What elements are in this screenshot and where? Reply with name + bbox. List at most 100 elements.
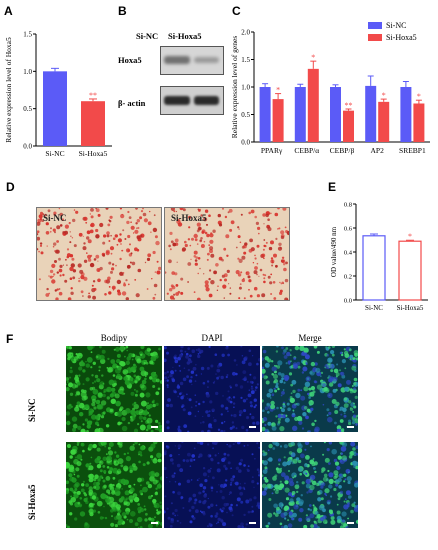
lipid-droplet (215, 263, 219, 267)
nucleus-spot (199, 483, 203, 487)
lipid-spot (75, 404, 79, 408)
lipid-spot (85, 497, 89, 500)
nucleus-spot (187, 368, 191, 372)
hoxa5-blot-strip (160, 46, 224, 75)
nucleus-spot (200, 422, 202, 424)
bar (343, 110, 354, 142)
lipid-spot (314, 509, 317, 512)
nucleus-spot (251, 415, 255, 420)
lipid-spot (279, 445, 283, 448)
fluor-row-header: Si-NC (27, 398, 37, 422)
lipid-droplet (204, 283, 209, 288)
lipid-droplet (175, 284, 179, 287)
nucleus-spot (179, 522, 182, 524)
lipid-spot (293, 504, 299, 510)
nucleus-spot (220, 484, 224, 488)
lipid-droplet (80, 290, 84, 294)
lipid-spot (309, 508, 313, 512)
lipid-droplet (227, 211, 230, 214)
lipid-spot (76, 443, 80, 446)
lipid-droplet (209, 246, 214, 251)
lipid-spot (287, 360, 291, 364)
lipid-droplet (52, 228, 56, 232)
nucleus-spot (178, 447, 180, 450)
lipid-droplet (219, 278, 222, 282)
lipid-droplet (108, 291, 112, 295)
nucleus-spot (196, 442, 200, 444)
lipid-spot (314, 419, 317, 423)
lipid-spot (293, 357, 297, 360)
nucleus-spot (240, 522, 244, 527)
lipid-droplet (156, 260, 159, 263)
lipid-droplet (38, 250, 40, 253)
lipid-droplet (267, 275, 271, 279)
nucleus-spot (165, 445, 168, 448)
lipid-spot (137, 516, 143, 523)
lipid-spot (281, 346, 284, 350)
lipid-droplet (47, 209, 51, 213)
lipid-spot (150, 429, 154, 432)
nucleus-spot (225, 406, 229, 410)
lipid-spot (285, 347, 289, 350)
nucleus-spot (202, 486, 207, 490)
nucleus-spot (213, 419, 217, 423)
nucleus-spot (180, 469, 183, 472)
lipid-droplet (142, 208, 144, 210)
lipid-spot (298, 499, 304, 505)
nucleus-spot (256, 362, 259, 366)
nucleus-spot (182, 408, 186, 412)
lipid-spot (297, 467, 303, 472)
lipid-spot (352, 387, 357, 391)
lipid-spot (149, 476, 155, 482)
lipid-spot (76, 490, 81, 495)
lipid-droplet (180, 277, 184, 281)
lipid-droplet (223, 297, 225, 299)
lipid-spot (107, 367, 113, 373)
scale-bar (151, 522, 158, 524)
nucleus-spot (208, 430, 211, 432)
lipid-spot (90, 351, 93, 354)
blot-band (194, 57, 219, 63)
lipid-droplet (169, 231, 173, 235)
lipid-spot (262, 460, 268, 466)
lipid-droplet (139, 234, 143, 238)
nucleus-spot (247, 465, 250, 467)
nucleus-spot (217, 364, 220, 368)
nucleus-spot (243, 513, 246, 517)
bar (81, 101, 105, 146)
lipid-spot (115, 346, 120, 352)
lipid-spot (114, 524, 118, 528)
lipid-spot (133, 363, 136, 367)
lipid-spot (348, 419, 351, 423)
lipid-spot (350, 442, 356, 447)
lipid-droplet (256, 244, 260, 248)
lipid-droplet (123, 283, 127, 287)
merge-si-hoxa5-image (262, 442, 358, 528)
nucleus-spot (212, 476, 215, 480)
lipid-spot (139, 424, 146, 431)
nucleus-spot (170, 370, 174, 375)
lipid-spot (113, 382, 117, 386)
lipid-droplet (107, 223, 111, 227)
y-tick-label: 0.0 (23, 143, 32, 151)
lipid-spot (262, 349, 267, 354)
lipid-spot (143, 505, 146, 508)
lipid-spot (337, 383, 342, 388)
lipid-droplet (266, 224, 270, 228)
lipid-spot (159, 501, 162, 504)
lipid-spot (88, 492, 93, 496)
nucleus-spot (171, 462, 175, 465)
x-tick-label: Si-Hoxa5 (79, 149, 108, 158)
nucleus-spot (250, 404, 253, 408)
lipid-spot (133, 401, 137, 405)
nucleus-spot (251, 453, 254, 456)
lipid-spot (322, 403, 325, 406)
lipid-spot (137, 423, 140, 426)
lipid-spot (289, 459, 292, 462)
lipid-spot (351, 365, 357, 371)
y-tick-label: 2.0 (241, 29, 250, 37)
lipid-spot (262, 357, 264, 361)
significance-label: * (311, 53, 315, 62)
lipid-spot (283, 444, 288, 449)
scale-bar (249, 426, 256, 428)
